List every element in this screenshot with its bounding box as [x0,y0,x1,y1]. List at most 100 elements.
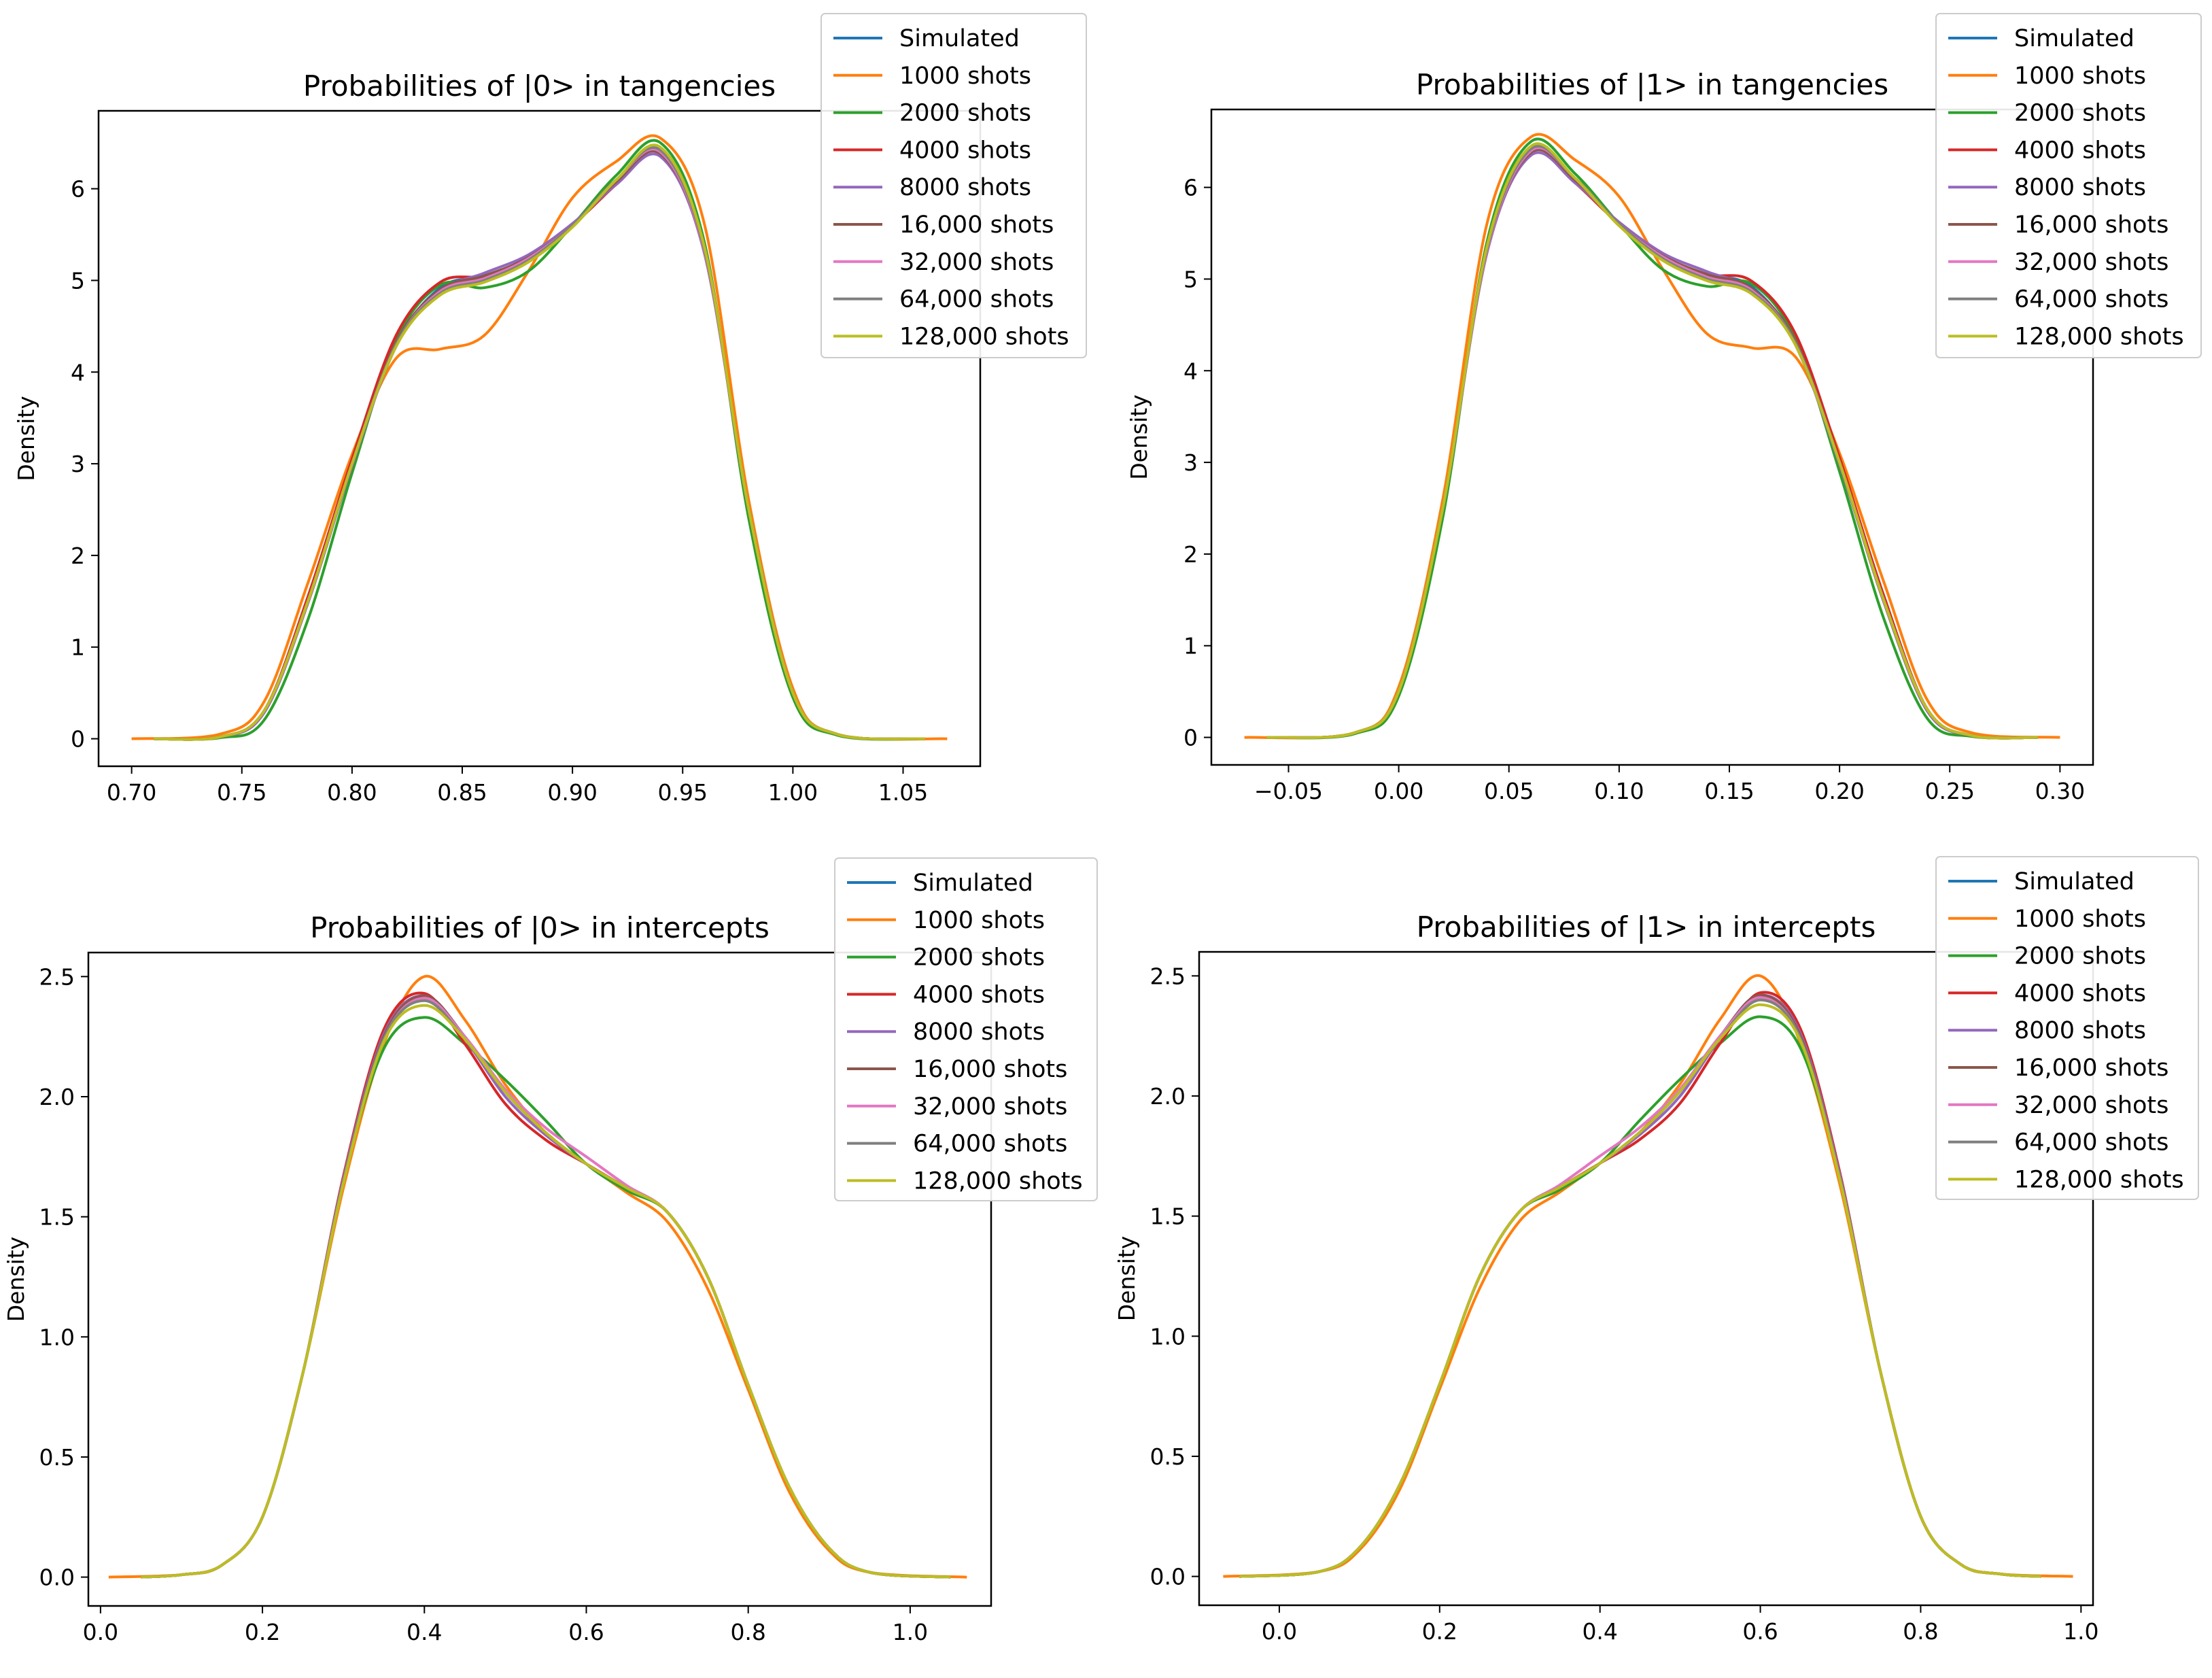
legend-label-1: 1000 shots [2014,63,2146,90]
x-tick-label: 0.30 [2035,778,2085,804]
x-tick-label: 1.00 [768,779,818,806]
series-line-3 [1239,991,2041,1578]
legend-label-8: 128,000 shots [2014,323,2184,350]
series-line-0 [1266,146,2038,740]
x-tick-label: 0.2 [245,1619,280,1645]
y-tick-label: 1 [71,634,85,661]
panel-2: Probabilities of |1> in tangencies −0.05 0… [1126,13,2202,804]
legend-label-4: 8000 shots [2014,1017,2146,1044]
x-tick-label: 1.0 [893,1619,928,1645]
legend-label-8: 128,000 shots [2014,1166,2184,1193]
y-tick-label: 0 [1183,725,1198,751]
y-axis-label: Density [1113,1236,1140,1321]
series-line-4 [1266,151,2038,740]
y-tick-label: 1.0 [39,1324,75,1350]
x-tick-label: 0.00 [1374,778,1423,804]
plot-frame [87,951,992,1607]
legend-label-5: 16,000 shots [2014,211,2168,239]
legend-label-7: 64,000 shots [899,286,1054,313]
legend-label-4: 8000 shots [913,1018,1045,1046]
x-tick-label: 0.20 [1814,778,1864,804]
y-tick-label: 2.0 [39,1084,75,1110]
series-line-5 [141,994,951,1579]
y-tick-label: 2.0 [1150,1083,1186,1110]
legend-label-0: Simulated [913,870,1033,897]
x-tick-label: 0.0 [83,1619,118,1645]
chart-title: Probabilities of |1> in intercepts [1417,910,1876,944]
legend: Simulated 1000 shots 2000 shots 4000 shots 8… [1935,856,2199,1200]
legend-label-5: 16,000 shots [2014,1055,2168,1082]
series-line-6 [1266,146,2038,740]
x-tick-label: −0.05 [1254,778,1323,804]
series-line-3 [154,147,926,741]
series-line-4 [1239,993,2041,1578]
x-tick-label: 0.0 [1262,1618,1297,1645]
series-line-7 [1266,144,2038,740]
x-tick-label: 0.25 [1924,778,1974,804]
series-line-6 [141,997,951,1579]
legend-label-7: 64,000 shots [2014,1129,2168,1157]
panel-4: Probabilities of |1> in intercepts 0.0 0.2… [1113,856,2199,1645]
x-tick-label: 0.75 [217,779,266,806]
series-line-0 [154,148,926,741]
legend-box [1935,856,2199,1200]
legend-label-0: Simulated [2014,25,2135,52]
y-axis-label: Density [1126,394,1152,479]
series-line-2 [141,1016,951,1579]
legend-label-6: 32,000 shots [2014,1092,2168,1119]
series-line-2 [1266,137,2038,740]
legend-label-3: 4000 shots [899,137,1031,164]
legend-label-6: 32,000 shots [2014,249,2168,276]
series-line-2 [154,139,925,741]
y-tick-label: 1 [1183,633,1198,660]
series-lines [1223,974,2073,1578]
x-tick-label: 0.15 [1704,778,1754,804]
y-tick-label: 2.5 [1150,963,1186,989]
legend-label-6: 32,000 shots [899,249,1054,276]
x-tick-label: 0.8 [730,1619,765,1645]
y-tick-label: 0 [71,726,85,753]
legend-label-2: 2000 shots [899,100,1031,127]
legend-label-5: 16,000 shots [899,211,1054,239]
legend-label-1: 1000 shots [913,907,1045,934]
legend-label-3: 4000 shots [913,981,1045,1008]
series-line-6 [154,148,926,741]
series-line-3 [141,991,951,1579]
series-line-8 [1266,142,2038,740]
legend-label-4: 8000 shots [2014,174,2146,201]
legend: Simulated 1000 shots 2000 shots 4000 shots 8… [834,857,1098,1201]
x-tick-label: 0.95 [658,779,708,806]
y-tick-label: 0.5 [39,1444,75,1471]
y-tick-label: 3 [71,451,85,477]
legend-label-0: Simulated [899,25,1020,52]
legend-label-8: 128,000 shots [899,323,1069,350]
legend-box [820,13,1087,358]
legend-label-1: 1000 shots [899,63,1031,90]
x-tick-label: 1.0 [2063,1618,2098,1645]
legend-label-2: 2000 shots [913,944,1045,972]
legend-label-8: 128,000 shots [913,1167,1083,1195]
legend-label-3: 4000 shots [2014,980,2146,1007]
series-line-8 [154,143,926,741]
series-line-4 [141,994,951,1579]
plot-frame [1210,108,2094,766]
chart-title: Probabilities of |0> in intercepts [310,911,770,944]
legend-box [1935,13,2202,358]
y-tick-label: 2 [71,543,85,569]
series-line-8 [1239,1003,2041,1578]
legend-label-4: 8000 shots [899,174,1031,201]
y-tick-label: 1.5 [39,1204,75,1231]
series-lines [108,974,967,1579]
series-lines [131,134,948,741]
y-tick-label: 2 [1183,541,1198,568]
chart-title: Probabilities of |1> in tangencies [1416,68,1888,101]
panel-3: Probabilities of |0> in intercepts 0.0 0.2… [3,857,1098,1645]
legend-label-5: 16,000 shots [913,1056,1067,1083]
series-line-0 [141,994,951,1579]
legend-label-2: 2000 shots [2014,100,2146,127]
legend-label-1: 1000 shots [2014,906,2146,933]
y-tick-label: 1.5 [1150,1203,1186,1230]
y-tick-label: 4 [71,359,85,386]
series-line-7 [154,145,926,741]
y-tick-label: 6 [1183,175,1198,201]
